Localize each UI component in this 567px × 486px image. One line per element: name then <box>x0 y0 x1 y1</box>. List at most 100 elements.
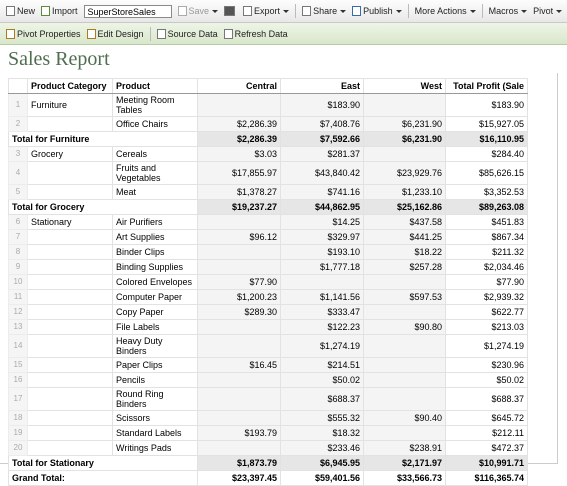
save-button[interactable]: Save <box>177 6 219 16</box>
row-number: 8 <box>8 244 28 260</box>
value-cell: $688.37 <box>280 387 364 411</box>
row-number: 12 <box>8 304 28 320</box>
total-cell: $44,862.95 <box>280 199 364 215</box>
value-cell: $441.25 <box>363 229 446 245</box>
row-number: 16 <box>8 372 28 388</box>
label: More Actions <box>414 6 467 16</box>
label: Share <box>313 6 338 16</box>
value-cell <box>363 274 446 290</box>
product-cell: Fruits and Vegetables <box>112 161 198 185</box>
total-row: Total for Grocery $19,237.27 $44,862.95 $25… <box>8 199 528 215</box>
category-cell <box>27 372 113 388</box>
share-button[interactable]: Share <box>302 6 346 16</box>
column-header: East <box>280 78 364 94</box>
publish-button[interactable]: Publish <box>352 6 402 16</box>
total-cell: $2,286.39 <box>197 131 281 147</box>
category-cell <box>27 334 113 358</box>
label: Refresh Data <box>234 28 288 39</box>
edit-design-button[interactable]: Edit Design <box>86 28 144 39</box>
category-cell <box>27 116 113 132</box>
value-cell: $50.02 <box>445 372 528 388</box>
print-button[interactable] <box>224 6 237 16</box>
data-row: 2 Office Chairs $2,286.39 $7,408.76 $6,231.9… <box>8 116 528 132</box>
data-row: 6 Stationary Air Purifiers $14.25 $437.58 $45… <box>8 214 528 230</box>
pivot-toolbar: Pivot Properties Edit Design Source Data… <box>0 23 567 45</box>
product-cell: Binding Supplies <box>112 259 198 275</box>
value-cell <box>363 304 446 320</box>
total-cell: $10,991.71 <box>445 455 528 471</box>
product-cell: Scissors <box>112 410 198 426</box>
value-cell: $3,352.53 <box>445 184 528 200</box>
label: Macros <box>488 6 519 16</box>
value-cell: $16.45 <box>197 357 281 373</box>
product-cell: Cereals <box>112 146 198 162</box>
separator <box>407 4 409 18</box>
total-row: Total for Stationary $1,873.79 $6,945.95 $2… <box>8 455 528 471</box>
data-row: 14 Heavy Duty Binders $1,274.19 $1,274.19 <box>8 334 528 358</box>
pivot-properties-button[interactable]: Pivot Properties <box>6 28 81 39</box>
total-cell: $6,231.90 <box>363 131 446 147</box>
data-row: 17 Round Ring Binders $688.37 $688.37 <box>8 387 528 411</box>
data-row: 11 Computer Paper $1,200.23 $1,141.56 $597.5… <box>8 289 528 305</box>
product-cell: Copy Paper <box>112 304 198 320</box>
category-cell <box>27 289 113 305</box>
value-cell: $90.80 <box>363 319 446 335</box>
product-cell: Writings Pads <box>112 440 198 456</box>
new-button[interactable]: New <box>6 6 35 16</box>
value-cell: $6,231.90 <box>363 116 446 132</box>
column-header: Product <box>112 78 198 94</box>
label: Import <box>52 6 78 16</box>
total-cell: $23,397.45 <box>197 470 281 486</box>
product-cell: Colored Envelopes <box>112 274 198 290</box>
value-cell: $15,927.05 <box>445 116 528 132</box>
value-cell: $7,408.76 <box>280 116 364 132</box>
total-label: Total for Stationary <box>8 455 198 471</box>
data-row: 16 Pencils $50.02 $50.02 <box>8 372 528 388</box>
category-cell: Furniture <box>27 93 113 117</box>
more-actions-button[interactable]: More Actions <box>415 6 476 16</box>
row-number: 20 <box>8 440 28 456</box>
separator <box>149 26 151 41</box>
value-cell <box>197 93 281 117</box>
column-header: Central <box>197 78 281 94</box>
source-data-button[interactable]: Source Data <box>156 28 218 39</box>
total-cell: $89,263.08 <box>445 199 528 215</box>
value-cell <box>197 372 281 388</box>
value-cell: $622.77 <box>445 304 528 320</box>
category-cell <box>27 274 113 290</box>
value-cell <box>363 387 446 411</box>
value-cell: $1,200.23 <box>197 289 281 305</box>
column-header: Total Profit (Sale <box>445 78 528 94</box>
value-cell: $90.40 <box>363 410 446 426</box>
value-cell <box>280 274 364 290</box>
row-number: 10 <box>8 274 28 290</box>
product-cell: Heavy Duty Binders <box>112 334 198 358</box>
file-name-input[interactable]: SuperStoreSales <box>83 4 172 18</box>
value-cell: $451.83 <box>445 214 528 230</box>
label: New <box>17 6 36 16</box>
value-cell <box>197 387 281 411</box>
row-number: 17 <box>8 387 28 411</box>
data-row: 18 Scissors $555.32 $90.40 $645.72 <box>8 410 528 426</box>
row-number: 5 <box>8 184 28 200</box>
value-cell: $233.46 <box>280 440 364 456</box>
export-button[interactable]: Export <box>243 6 289 16</box>
value-cell: $122.23 <box>280 319 364 335</box>
total-label: Total for Grocery <box>8 199 198 215</box>
value-cell <box>363 146 446 162</box>
product-cell: Air Purifiers <box>112 214 198 230</box>
macros-button[interactable]: Macros <box>489 6 528 16</box>
product-cell: Paper Clips <box>112 357 198 373</box>
row-number: 7 <box>8 229 28 245</box>
value-cell: $1,274.19 <box>445 334 528 358</box>
label: Source Data <box>167 28 218 39</box>
value-cell: $281.37 <box>280 146 364 162</box>
pivot-button[interactable]: Pivot <box>533 6 562 16</box>
category-cell: Stationary <box>27 214 113 230</box>
import-button[interactable]: Import <box>41 6 78 16</box>
label: Pivot <box>533 6 554 16</box>
refresh-data-button[interactable]: Refresh Data <box>223 28 288 39</box>
category-cell <box>27 259 113 275</box>
value-cell: $211.32 <box>445 244 528 260</box>
value-cell: $1,233.10 <box>363 184 446 200</box>
